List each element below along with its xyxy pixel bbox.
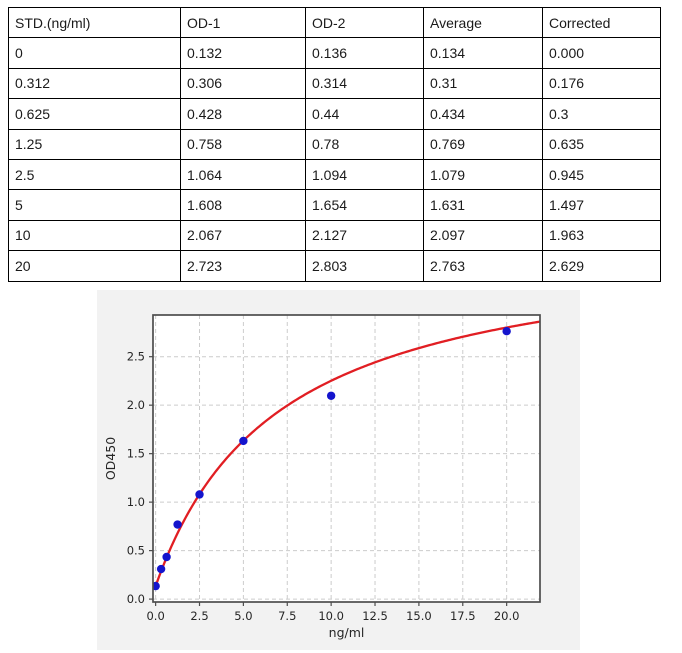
table-cell: 10 (8, 219, 181, 252)
data-point (502, 326, 511, 336)
table-cell: 2.097 (423, 219, 543, 252)
table-cell: 1.631 (423, 189, 543, 221)
table-cell: 1.608 (180, 189, 306, 221)
data-point (239, 436, 248, 446)
table-cell: 1.064 (180, 158, 306, 191)
plot-frame (152, 314, 541, 603)
column-header-od1: OD-1 (180, 6, 306, 39)
table-cell: 20 (8, 250, 181, 282)
table-row: 1.25 0.758 0.78 0.769 0.635 (8, 128, 661, 160)
y-tick-label: 2.5 (127, 350, 145, 364)
x-tick-label: 7.5 (278, 609, 296, 623)
table-cell: 0.176 (542, 67, 661, 100)
table-cell: 0.136 (305, 37, 424, 69)
table-cell: 0 (8, 37, 181, 69)
table-cell: 0.769 (423, 128, 543, 160)
table-cell: 2.067 (180, 219, 306, 252)
table-cell: 1.094 (305, 158, 424, 191)
table-cell: 0.132 (180, 37, 306, 69)
table-row: 5 1.608 1.654 1.631 1.497 (8, 189, 661, 221)
x-tick-label: 20.0 (494, 609, 520, 623)
y-axis-label: OD450 (103, 437, 118, 480)
table-cell: 1.963 (542, 219, 661, 252)
table-cell: 2.5 (8, 158, 181, 191)
table-cell: 0.31 (423, 67, 543, 100)
table-cell: 0.434 (423, 98, 543, 130)
table-cell: 0.000 (542, 37, 661, 69)
table-cell: 1.079 (423, 158, 543, 191)
table-cell: 0.758 (180, 128, 306, 160)
y-tick-label: 0.0 (127, 592, 145, 606)
table-cell: 0.312 (8, 67, 181, 100)
x-tick-label: 12.5 (362, 609, 388, 623)
y-tick-label: 1.0 (127, 495, 145, 509)
x-tick-label: 2.5 (190, 609, 208, 623)
table-cell: 0.44 (305, 98, 424, 130)
standards-table: STD.(ng/ml) OD-1 OD-2 Average Corrected … (8, 6, 661, 282)
table-cell: 1.25 (8, 128, 181, 160)
table-cell: 0.78 (305, 128, 424, 160)
data-point (195, 490, 204, 499)
x-tick-label: 17.5 (450, 609, 476, 623)
plot-area (153, 315, 540, 602)
table-row: 0.312 0.306 0.314 0.31 0.176 (8, 67, 661, 100)
x-tick-label: 10.0 (318, 609, 344, 623)
table-row: 10 2.067 2.127 2.097 1.963 (8, 219, 661, 252)
column-header-od2: OD-2 (305, 6, 424, 39)
x-tick-label: 5.0 (234, 609, 252, 623)
table-row: 0 0.132 0.136 0.134 0.000 (8, 37, 661, 69)
table-cell: 1.497 (542, 189, 661, 221)
x-tick-label: 15.0 (406, 609, 432, 623)
table-row: 20 2.723 2.803 2.763 2.629 (8, 250, 661, 282)
y-tick-label: 1.5 (127, 447, 145, 461)
standard-curve-chart: 0.0 2.5 5.0 7.5 10.0 12.5 15.0 17.5 20.0 0.0 0.5 1.… (103, 314, 541, 640)
column-header-average: Average (423, 6, 543, 39)
table-cell: 1.654 (305, 189, 424, 221)
x-axis-label: ng/ml (329, 625, 365, 640)
table-cell: 0.306 (180, 67, 306, 100)
table-cell: 2.629 (542, 250, 661, 282)
y-tick-label: 0.5 (127, 544, 145, 558)
table-cell: 2.723 (180, 250, 306, 282)
table-cell: 0.134 (423, 37, 543, 69)
column-header-corrected: Corrected (542, 6, 661, 39)
table-cell: 0.3 (542, 98, 661, 130)
fit-curve (154, 320, 541, 587)
table-cell: 5 (8, 189, 181, 221)
table-row: 0.625 0.428 0.44 0.434 0.3 (8, 98, 661, 130)
data-point (152, 581, 160, 591)
table-row: 2.5 1.064 1.094 1.079 0.945 (8, 158, 661, 191)
table-cell: 2.127 (305, 219, 424, 252)
table-header-row: STD.(ng/ml) OD-1 OD-2 Average Corrected (8, 6, 661, 39)
standard-curve-figure: 0.0 2.5 5.0 7.5 10.0 12.5 15.0 17.5 20.0 0.0 0.5 1.… (97, 290, 580, 650)
data-point (156, 564, 166, 574)
y-tick-label: 2.0 (127, 398, 145, 412)
table-cell: 2.803 (305, 250, 424, 282)
table-cell: 0.635 (542, 128, 661, 160)
table-cell: 0.428 (180, 98, 306, 130)
x-tick-label: 0.0 (146, 609, 164, 623)
data-point (173, 520, 182, 529)
table-cell: 2.763 (423, 250, 543, 282)
data-point (326, 391, 336, 400)
table-cell: 0.314 (305, 67, 424, 100)
table-cell: 0.625 (8, 98, 181, 130)
table-cell: 0.945 (542, 158, 661, 191)
column-header-std: STD.(ng/ml) (8, 6, 181, 39)
data-point (162, 552, 171, 562)
